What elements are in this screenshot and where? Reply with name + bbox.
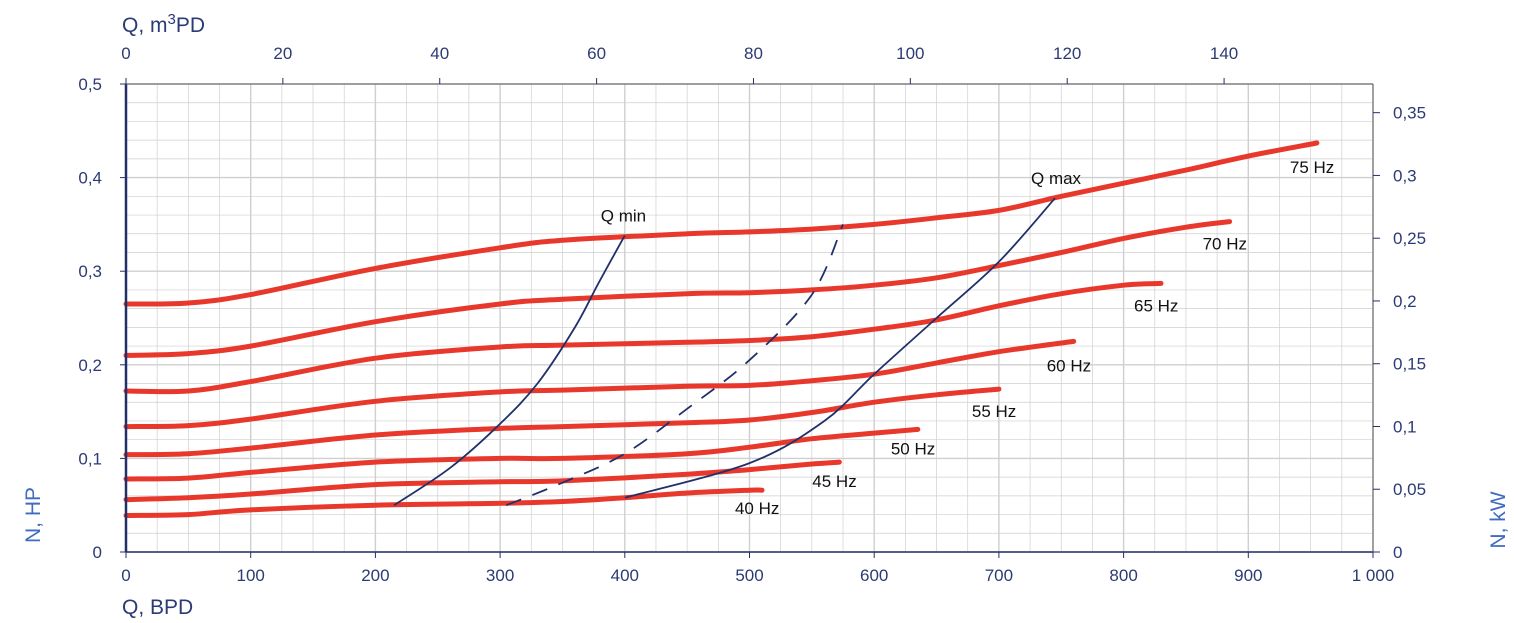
bottom-tick-label: 500: [735, 566, 763, 585]
boundary-label: Q min: [601, 207, 646, 226]
right-tick-label: 0,2: [1393, 292, 1417, 311]
top-tick-label: 100: [896, 44, 924, 63]
curve-label: 60 Hz: [1047, 356, 1091, 375]
left-tick-label: 0: [93, 543, 102, 562]
top-tick-label: 120: [1053, 44, 1081, 63]
bottom-tick-label: 400: [611, 566, 639, 585]
curve-55-hz: [123, 386, 1002, 458]
left-tick-label: 0,5: [78, 75, 102, 94]
bottom-tick-label: 600: [860, 566, 888, 585]
bottom-tick-label: 900: [1234, 566, 1262, 585]
curve-60-hz: [123, 338, 1077, 430]
grid: [125, 83, 1374, 553]
left-tick-label: 0,1: [78, 449, 102, 468]
bottom-tick-label: 1 000: [1352, 566, 1395, 585]
boundary-1: [624, 197, 1056, 499]
top-tick-label: 20: [273, 44, 292, 63]
curve-label: 55 Hz: [972, 402, 1016, 421]
labels: 75 Hz 70 Hz 65 Hz 60 Hz 55 Hz 50 Hz 45 Hz 40 Hz…: [601, 158, 1335, 518]
left-tick-label: 0,4: [78, 169, 102, 188]
top-tick-label: 140: [1210, 44, 1238, 63]
top-axis-title: Q, m3PD: [122, 11, 205, 37]
curve-label: 40 Hz: [735, 499, 779, 518]
top-tick-label: 80: [744, 44, 763, 63]
top-tick-label: 0: [121, 44, 130, 63]
curve-label: 75 Hz: [1290, 158, 1334, 177]
right-tick-label: 0,3: [1393, 166, 1417, 185]
bottom-axis-title: Q, BPD: [122, 596, 193, 619]
left-tick-label: 0,3: [78, 262, 102, 281]
curve-label: 70 Hz: [1203, 235, 1247, 254]
right-tick-label: 0,15: [1393, 355, 1426, 374]
boundary-label: Q max: [1031, 169, 1082, 188]
series-group: [123, 140, 1320, 518]
boundary-group: [393, 197, 1056, 507]
left-axis-title: N, HP: [22, 487, 45, 543]
curve-75-hz: [123, 140, 1320, 307]
bottom-tick-label: 800: [1109, 566, 1137, 585]
right-tick-label: 0,35: [1393, 104, 1426, 123]
curve-50-hz: [123, 426, 921, 482]
left-tick-label: 0,2: [78, 356, 102, 375]
right-tick-label: 0,1: [1393, 417, 1417, 436]
bottom-tick-label: 200: [361, 566, 389, 585]
curve-45-hz: [123, 459, 842, 503]
bottom-tick-label: 300: [486, 566, 514, 585]
curve-label: 65 Hz: [1134, 296, 1178, 315]
curve-70-hz: [123, 219, 1233, 358]
curve-label: 45 Hz: [812, 472, 856, 491]
right-tick-label: 0: [1393, 543, 1402, 562]
bottom-tick-label: 0: [121, 566, 130, 585]
boundary-2: [505, 224, 844, 507]
curve-label: 50 Hz: [891, 439, 935, 458]
right-axis-title: N, kW: [1487, 491, 1510, 548]
curve-40-hz: [123, 487, 765, 518]
top-tick-label: 60: [587, 44, 606, 63]
bottom-tick-label: 700: [985, 566, 1013, 585]
top-tick-label: 40: [430, 44, 449, 63]
curve-65-hz: [123, 280, 1164, 395]
right-tick-label: 0,25: [1393, 229, 1426, 248]
right-tick-label: 0,05: [1393, 480, 1426, 499]
bottom-tick-label: 100: [237, 566, 265, 585]
boundary-0: [393, 235, 626, 506]
